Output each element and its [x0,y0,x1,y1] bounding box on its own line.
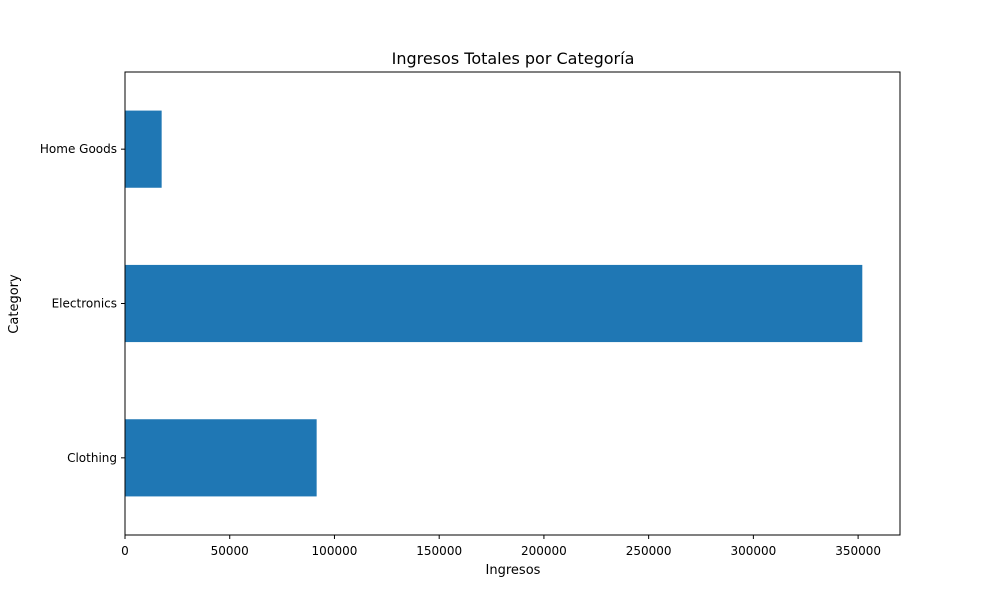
x-tick-label: 0 [121,544,129,558]
y-axis-label: Category [7,274,22,334]
plot-frame [124,71,901,536]
x-axis-label: Ingresos [486,563,541,578]
bars-group [125,110,863,497]
bar-clothing [125,419,317,497]
y-tick-label: Home Goods [40,142,117,156]
x-tick-label: 350000 [835,544,881,558]
x-tick-label: 250000 [626,544,672,558]
bar-home-goods [125,110,162,188]
x-axis-ticks: 0 50000 100000 150000 200000 250000 300000 3500… [121,535,881,558]
y-tick-label: Electronics [52,297,117,311]
chart-title: Ingresos Totales por Categoría [392,49,635,68]
y-axis-ticks: Clothing Electronics Home Goods [40,142,125,465]
x-tick-label: 300000 [730,544,776,558]
x-tick-label: 150000 [416,544,462,558]
bar-electronics [125,264,863,343]
x-tick-label: 100000 [312,544,358,558]
y-tick-label: Clothing [67,451,117,465]
x-tick-label: 200000 [521,544,567,558]
x-tick-label: 50000 [211,544,249,558]
